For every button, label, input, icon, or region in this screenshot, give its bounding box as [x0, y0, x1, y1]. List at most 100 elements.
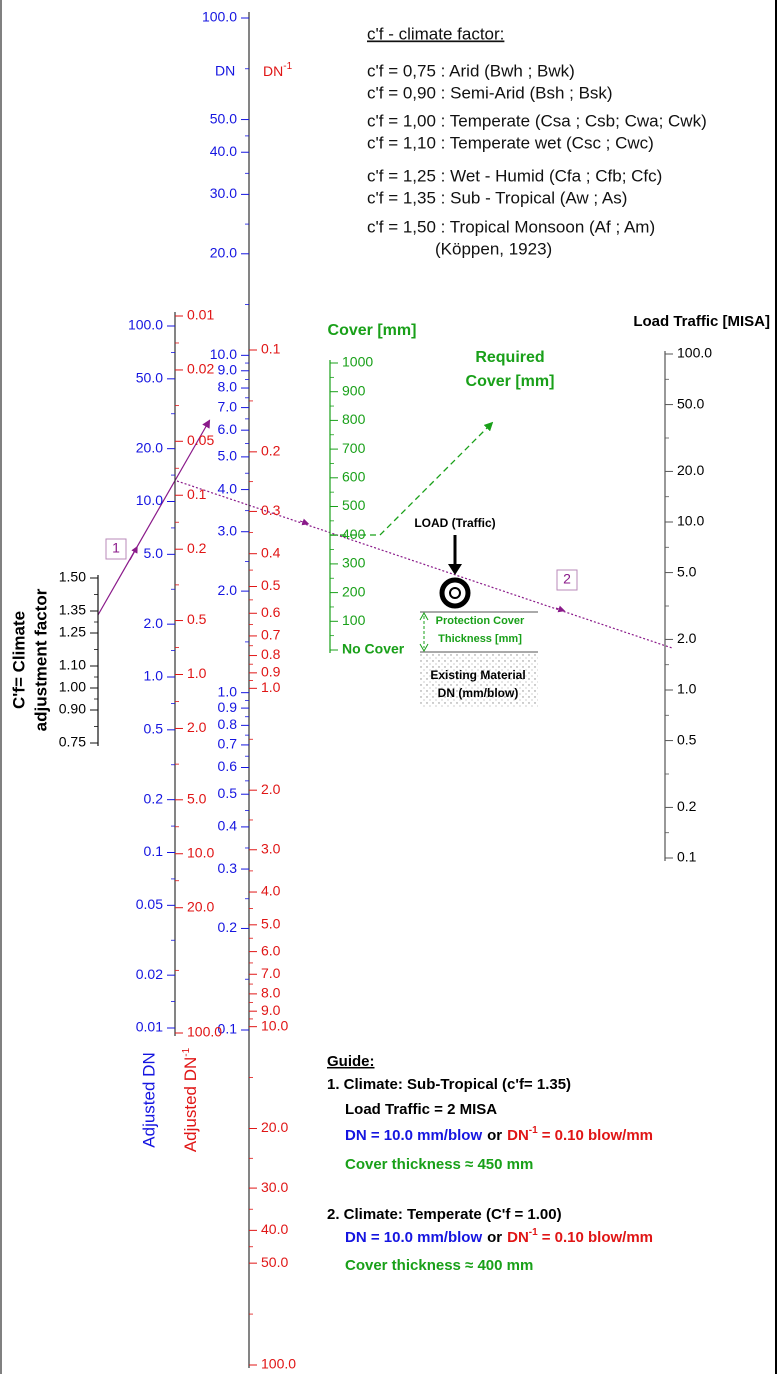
- tire: [439, 577, 471, 609]
- tick-label: 5.0: [218, 448, 238, 464]
- tick-label: 0.7: [218, 736, 238, 752]
- marker: 1: [112, 540, 120, 556]
- tick-label: 9.0: [218, 361, 238, 377]
- guide-step: 2. Climate: Temperate (C'f = 1.00): [327, 1206, 562, 1223]
- cover-label: Cover [mm]: [328, 322, 417, 339]
- legend-item: c'f = 1,00 : Temperate (Csa ; Csb; Cwa; …: [367, 111, 707, 130]
- tick-label: 9.0: [261, 1002, 281, 1018]
- tire-hub: [449, 587, 461, 599]
- tick-label: 50.0: [677, 395, 704, 411]
- dn-inv-label: DN-1: [263, 61, 293, 79]
- dn-inv-sup: -1: [529, 1227, 538, 1238]
- dn-inv: DN: [507, 1229, 529, 1246]
- guide-cover: Cover thickness ≈ 450 mm: [345, 1156, 533, 1173]
- tick-label: 50.0: [261, 1254, 288, 1270]
- tick-label: 0.5: [677, 731, 697, 747]
- tick-label: 40.0: [210, 143, 237, 159]
- protection-label: Thickness [mm]: [438, 633, 522, 645]
- legend-item: c'f = 0,75 : Arid (Bwh ; Bwk): [367, 61, 575, 80]
- climate-label: C'f= Climate: [9, 611, 28, 709]
- dn: DN = 10.0 mm/blow: [345, 1229, 482, 1246]
- required-cover-label: Cover [mm]: [466, 373, 555, 390]
- tick-label: 5.0: [677, 563, 697, 579]
- tick-label: 10.0: [187, 844, 214, 860]
- label-sup: -1: [181, 1047, 192, 1056]
- tick-label: 0.2: [218, 919, 238, 935]
- dn-inv-rest: = 0.10 blow/mm: [542, 1229, 653, 1246]
- tick-label: 2.0: [677, 630, 697, 646]
- tick-label: 0.3: [218, 860, 238, 876]
- tick-label: 8.0: [261, 985, 281, 1001]
- protection-label: Protection Cover: [436, 615, 525, 627]
- or: or: [487, 1127, 502, 1144]
- tick-label: 0.02: [136, 966, 163, 982]
- tick-label: 0.5: [187, 611, 207, 627]
- tick-label: 1.10: [59, 657, 86, 673]
- tick-label: 1.50: [59, 569, 86, 585]
- tick-label: 1.0: [218, 683, 238, 699]
- tick-label: 0.01: [187, 307, 214, 323]
- legend-item: c'f = 1,10 : Temperate wet (Csc ; Cwc): [367, 133, 654, 152]
- tick-label: 100: [342, 612, 366, 628]
- tick-label: 0.02: [187, 361, 214, 377]
- tick-label: 0.1: [144, 843, 164, 859]
- tick-label: 50.0: [210, 110, 237, 126]
- dn-inv-rest: = 0.10 blow/mm: [542, 1127, 653, 1144]
- dn-label: DN: [215, 63, 235, 79]
- load-arrow-head: [448, 564, 462, 575]
- tick-label: 0.5: [218, 785, 238, 801]
- tick-label: 50.0: [136, 370, 163, 386]
- existing-label: Existing Material: [430, 668, 525, 682]
- guide-arrow: [129, 545, 138, 561]
- tick-label: 1.0: [144, 668, 164, 684]
- tick-label: 0.8: [261, 646, 281, 662]
- traffic-label: Load Traffic [MISA]: [633, 313, 770, 330]
- tick-label: 0.1: [187, 486, 207, 502]
- tick-label: 0.6: [218, 758, 238, 774]
- dn: DN = 10.0 mm/blow: [345, 1127, 482, 1144]
- tick-label: 20.0: [210, 244, 237, 260]
- tick-label: 3.0: [218, 522, 238, 538]
- tick-label: 700: [342, 440, 366, 456]
- tick-label: 0.05: [187, 432, 214, 448]
- tick-label: 0.7: [261, 627, 281, 643]
- tick-label: 5.0: [187, 790, 207, 806]
- dn-inv-sup: -1: [529, 1125, 538, 1136]
- tick-label: 30.0: [210, 185, 237, 201]
- tick-label: 1000: [342, 354, 373, 370]
- legend: c'f = 0,75 : Arid (Bwh ; Bwk) c'f = 0,90 …: [367, 61, 707, 236]
- tick-label: 10.0: [677, 513, 704, 529]
- tick-label: 2.0: [261, 781, 281, 797]
- tick-label: 4.0: [218, 480, 238, 496]
- tick-label: 0.4: [218, 818, 238, 834]
- tick-label: 0.75: [59, 734, 86, 750]
- tick-label: 0.5: [261, 577, 281, 593]
- tick-label: 8.0: [218, 379, 238, 395]
- tick-label: 0.8: [218, 716, 238, 732]
- tick-label: 0.3: [261, 502, 281, 518]
- tick-label: 3.0: [261, 840, 281, 856]
- tick-label: 200: [342, 583, 366, 599]
- tick-label: 7.0: [261, 965, 281, 981]
- tick-label: 1.25: [59, 624, 86, 640]
- guide-dn: DN = 10.0 mm/blow or DN-1 = 0.10 blow/mm: [345, 1125, 653, 1144]
- tick-label: 300: [342, 555, 366, 571]
- tick-label: 0.2: [187, 540, 207, 556]
- tick-label: 20.0: [187, 898, 214, 914]
- marker: 2: [563, 571, 571, 587]
- or: or: [487, 1229, 502, 1246]
- tick-label: 40.0: [261, 1221, 288, 1237]
- tick-label: 20.0: [136, 439, 163, 455]
- label-base: Adjusted DN: [181, 1057, 200, 1152]
- existing-label: DN (mm/blow): [438, 686, 519, 700]
- tick-label: 0.9: [218, 699, 238, 715]
- tick-label: 0.1: [261, 341, 281, 357]
- guide-line-1: [97, 419, 211, 616]
- tick-label: 2.0: [218, 582, 238, 598]
- tick-label: 800: [342, 411, 366, 427]
- legend-item: c'f = 1,25 : Wet - Humid (Cfa ; Cfb; Cfc…: [367, 166, 662, 185]
- tick-label: 0.9: [261, 664, 281, 680]
- tick-label: 2.0: [144, 615, 164, 631]
- tick-label: 10.0: [210, 346, 237, 362]
